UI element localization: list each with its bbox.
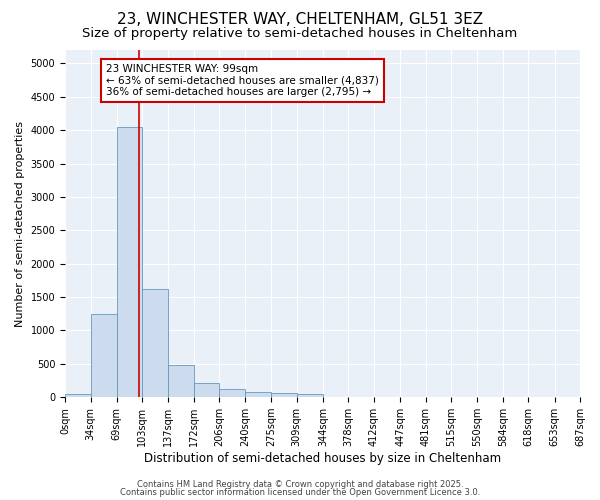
Bar: [271, 393, 296, 397]
Bar: [168, 365, 194, 397]
Bar: [220, 388, 245, 397]
Bar: [245, 392, 271, 397]
Text: Contains HM Land Registry data © Crown copyright and database right 2025.: Contains HM Land Registry data © Crown c…: [137, 480, 463, 489]
Text: Contains public sector information licensed under the Open Government Licence 3.: Contains public sector information licen…: [120, 488, 480, 497]
Text: Size of property relative to semi-detached houses in Cheltenham: Size of property relative to semi-detach…: [82, 28, 518, 40]
Bar: [117, 127, 142, 397]
Text: 23 WINCHESTER WAY: 99sqm
← 63% of semi-detached houses are smaller (4,837)
36% o: 23 WINCHESTER WAY: 99sqm ← 63% of semi-d…: [106, 64, 379, 97]
Bar: [296, 394, 323, 397]
Text: 23, WINCHESTER WAY, CHELTENHAM, GL51 3EZ: 23, WINCHESTER WAY, CHELTENHAM, GL51 3EZ: [117, 12, 483, 28]
Bar: [142, 289, 168, 397]
Bar: [65, 394, 91, 397]
X-axis label: Distribution of semi-detached houses by size in Cheltenham: Distribution of semi-detached houses by …: [144, 452, 501, 465]
Bar: [194, 382, 220, 397]
Y-axis label: Number of semi-detached properties: Number of semi-detached properties: [15, 120, 25, 326]
Bar: [91, 314, 117, 397]
